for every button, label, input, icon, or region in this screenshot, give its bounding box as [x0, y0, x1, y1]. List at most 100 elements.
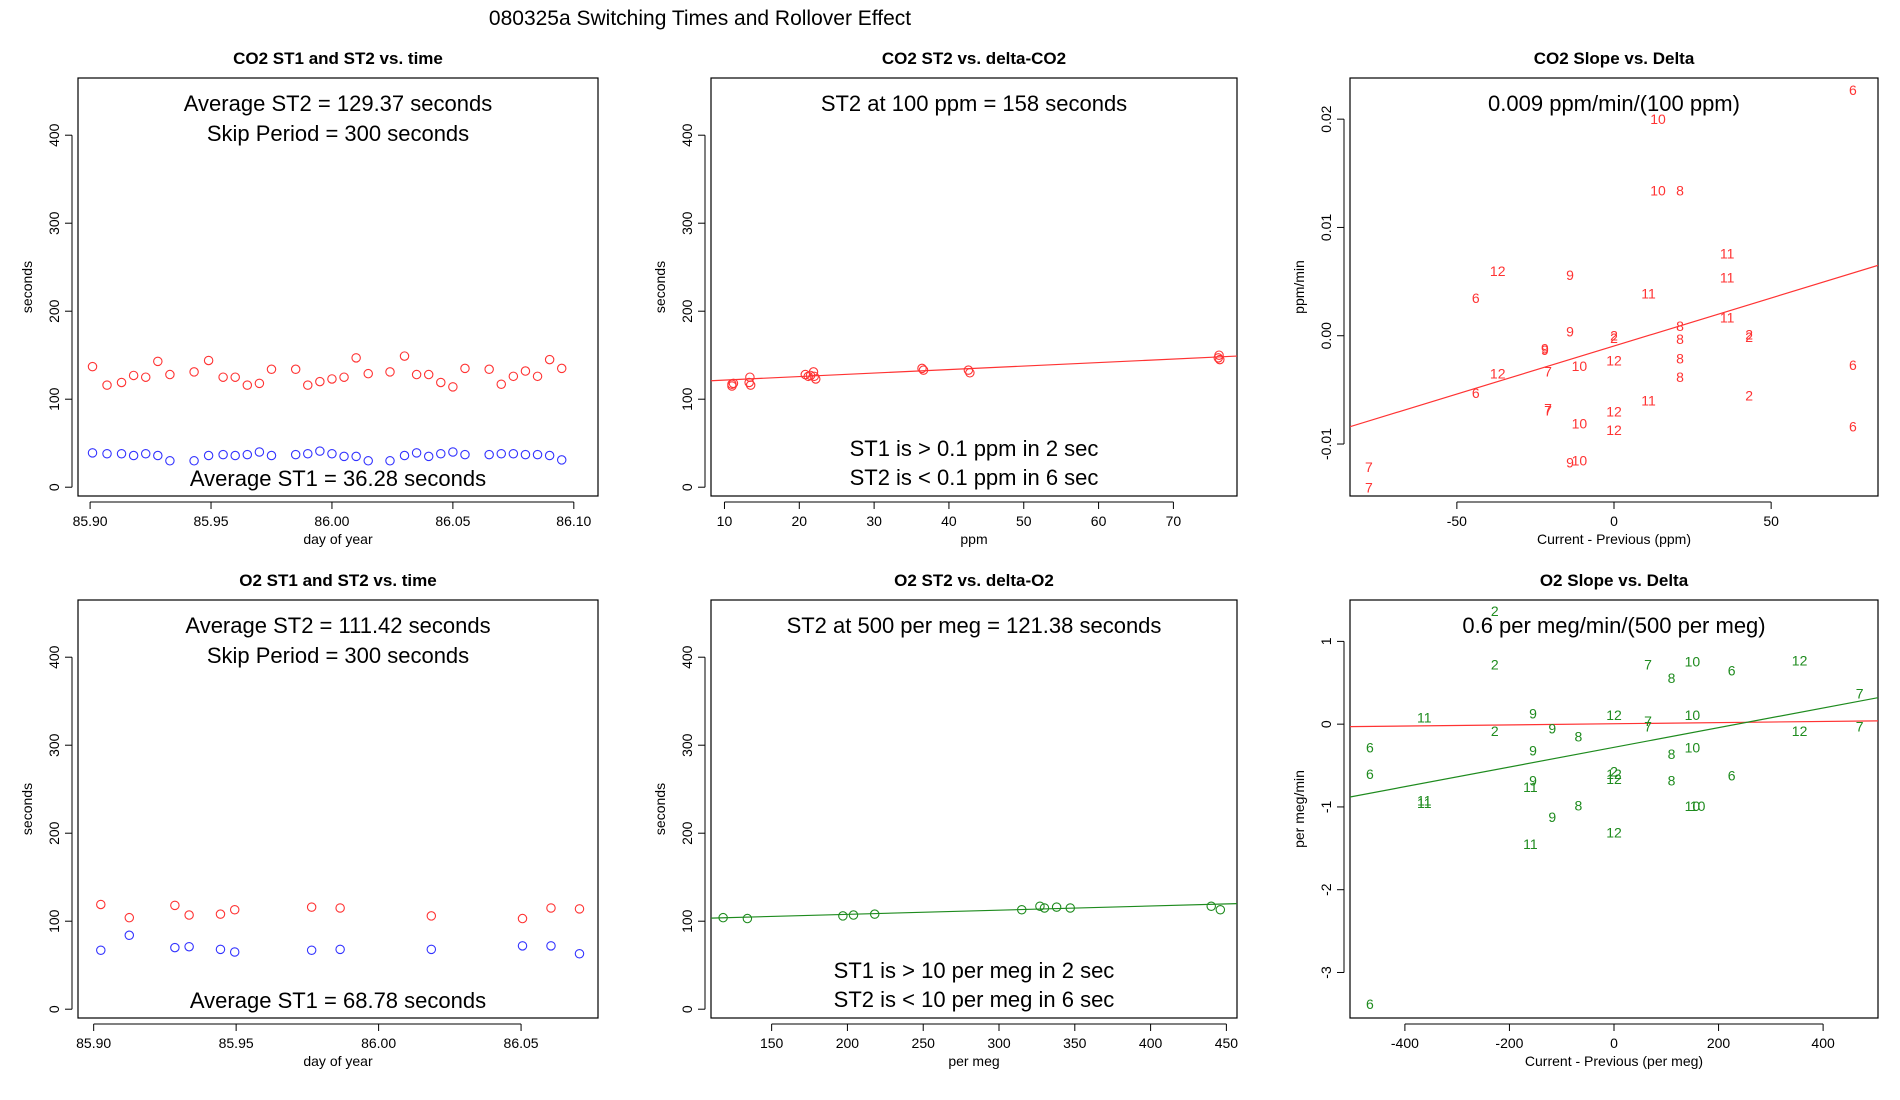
data-point-label: 7 [1365, 459, 1373, 475]
data-point [218, 449, 228, 460]
chart-co2-time: CO2 ST1 and ST2 vs. time 85.90 85.95 86.00 8… [19, 49, 599, 547]
data-point [1051, 902, 1062, 912]
data-point [229, 947, 240, 957]
x-tick-label: 86.05 [504, 1035, 539, 1051]
data-point-label: 11 [1523, 836, 1538, 852]
plot-frame [77, 77, 599, 497]
y-axis-label: per meg/min [1291, 770, 1307, 848]
data-layer: 6661111112229991111998812121212277788810… [1350, 603, 1878, 1012]
chart-title: CO2 Slope vs. Delta [1534, 49, 1695, 68]
x-tick-label: 20 [792, 513, 808, 529]
data-point [229, 905, 240, 915]
data-point-label: 7 [1644, 713, 1652, 729]
x-tick-label: 85.90 [73, 513, 108, 529]
data-point [102, 380, 112, 390]
data-layer [87, 351, 567, 466]
data-point [189, 456, 199, 466]
data-point [203, 450, 214, 461]
data-point [411, 369, 422, 380]
data-point [327, 449, 337, 459]
data-point [140, 372, 151, 382]
chart-title: O2 Slope vs. Delta [1540, 571, 1689, 590]
y-tick-label: -1 [1318, 800, 1334, 813]
data-point [426, 911, 437, 921]
y-axis-label: seconds [652, 261, 668, 313]
data-point-label: 8 [1676, 318, 1684, 334]
data-point [230, 450, 240, 461]
x-axis-label: per meg [948, 1053, 999, 1069]
data-point [254, 378, 265, 389]
data-point [290, 364, 301, 375]
data-point [742, 913, 753, 924]
data-point [1214, 350, 1224, 360]
data-point [496, 449, 507, 459]
data-point [556, 455, 567, 465]
fit-line [711, 903, 1237, 919]
y-tick-label: 300 [679, 733, 695, 757]
data-point [727, 381, 737, 391]
x-tick-label: 40 [941, 513, 957, 529]
y-tick-label: 200 [679, 821, 695, 845]
data-point [917, 363, 927, 374]
y-tick-label: 100 [679, 387, 695, 411]
fit-line [1350, 720, 1878, 728]
data-point [170, 942, 180, 953]
data-point [1035, 901, 1045, 911]
x-tick-label: 200 [836, 1035, 860, 1051]
data-point-label: 7 [1365, 479, 1373, 495]
data-point [808, 367, 819, 377]
data-point [327, 374, 337, 384]
data-point-label: 10 [1650, 183, 1666, 199]
x-tick-label: 400 [1139, 1035, 1163, 1051]
data-point-label: 8 [1668, 746, 1676, 762]
y-tick-label: 200 [46, 821, 62, 845]
y-tick-label: 400 [46, 645, 62, 669]
chart-title: CO2 ST1 and ST2 vs. time [233, 49, 443, 68]
data-point [544, 450, 555, 461]
data-point [128, 370, 139, 381]
data-point [215, 944, 226, 955]
annotation: Average ST2 = 111.42 seconds [185, 613, 490, 638]
plot-frame [710, 77, 1238, 497]
data-point-label: 12 [1490, 366, 1506, 382]
data-point-label: 10 [1685, 739, 1701, 755]
data-point-label: 6 [1728, 662, 1736, 678]
data-point-label: 12 [1792, 652, 1808, 668]
annotation: Average ST1 = 36.28 seconds [190, 466, 486, 491]
data-point-label: 7 [1856, 719, 1864, 735]
data-point [426, 944, 437, 955]
data-point [848, 910, 859, 920]
annotation: 0.009 ppm/min/(100 ppm) [1488, 91, 1740, 116]
data-point-label: 8 [1575, 729, 1583, 745]
x-axis-label: ppm [960, 531, 987, 547]
data-point [96, 945, 106, 955]
data-point [351, 451, 361, 462]
data-point [385, 367, 395, 377]
data-point-label: 7 [1544, 363, 1552, 379]
data-point-label: 2 [1491, 723, 1499, 739]
data-point [728, 378, 739, 389]
data-point [290, 449, 301, 460]
y-tick-label: 0 [1318, 720, 1334, 728]
data-point-label: 11 [1720, 245, 1735, 261]
data-point-label: 12 [1606, 404, 1622, 420]
chart-o2-time: O2 ST1 and ST2 vs. time 85.90 85.95 86.00 86… [19, 571, 599, 1069]
data-point [189, 367, 199, 377]
chart-title: O2 ST1 and ST2 vs. time [239, 571, 436, 590]
data-point-label: 2 [1745, 327, 1753, 343]
data-point-label: 6 [1849, 419, 1857, 435]
y-tick-label: 0 [679, 1005, 695, 1013]
data-point [745, 372, 755, 382]
x-tick-label: 0 [1610, 1035, 1618, 1051]
data-point-label: 2 [1610, 330, 1618, 346]
data-point [96, 899, 106, 910]
data-point-label: 9 [1566, 267, 1574, 283]
x-tick-label: 86.00 [314, 513, 349, 529]
y-tick-label: -0.01 [1318, 428, 1334, 460]
data-point [532, 449, 543, 460]
data-point-label: 8 [1676, 350, 1684, 366]
data-point [335, 944, 345, 955]
data-point [128, 450, 139, 461]
data-point-label: 11 [1641, 285, 1656, 301]
